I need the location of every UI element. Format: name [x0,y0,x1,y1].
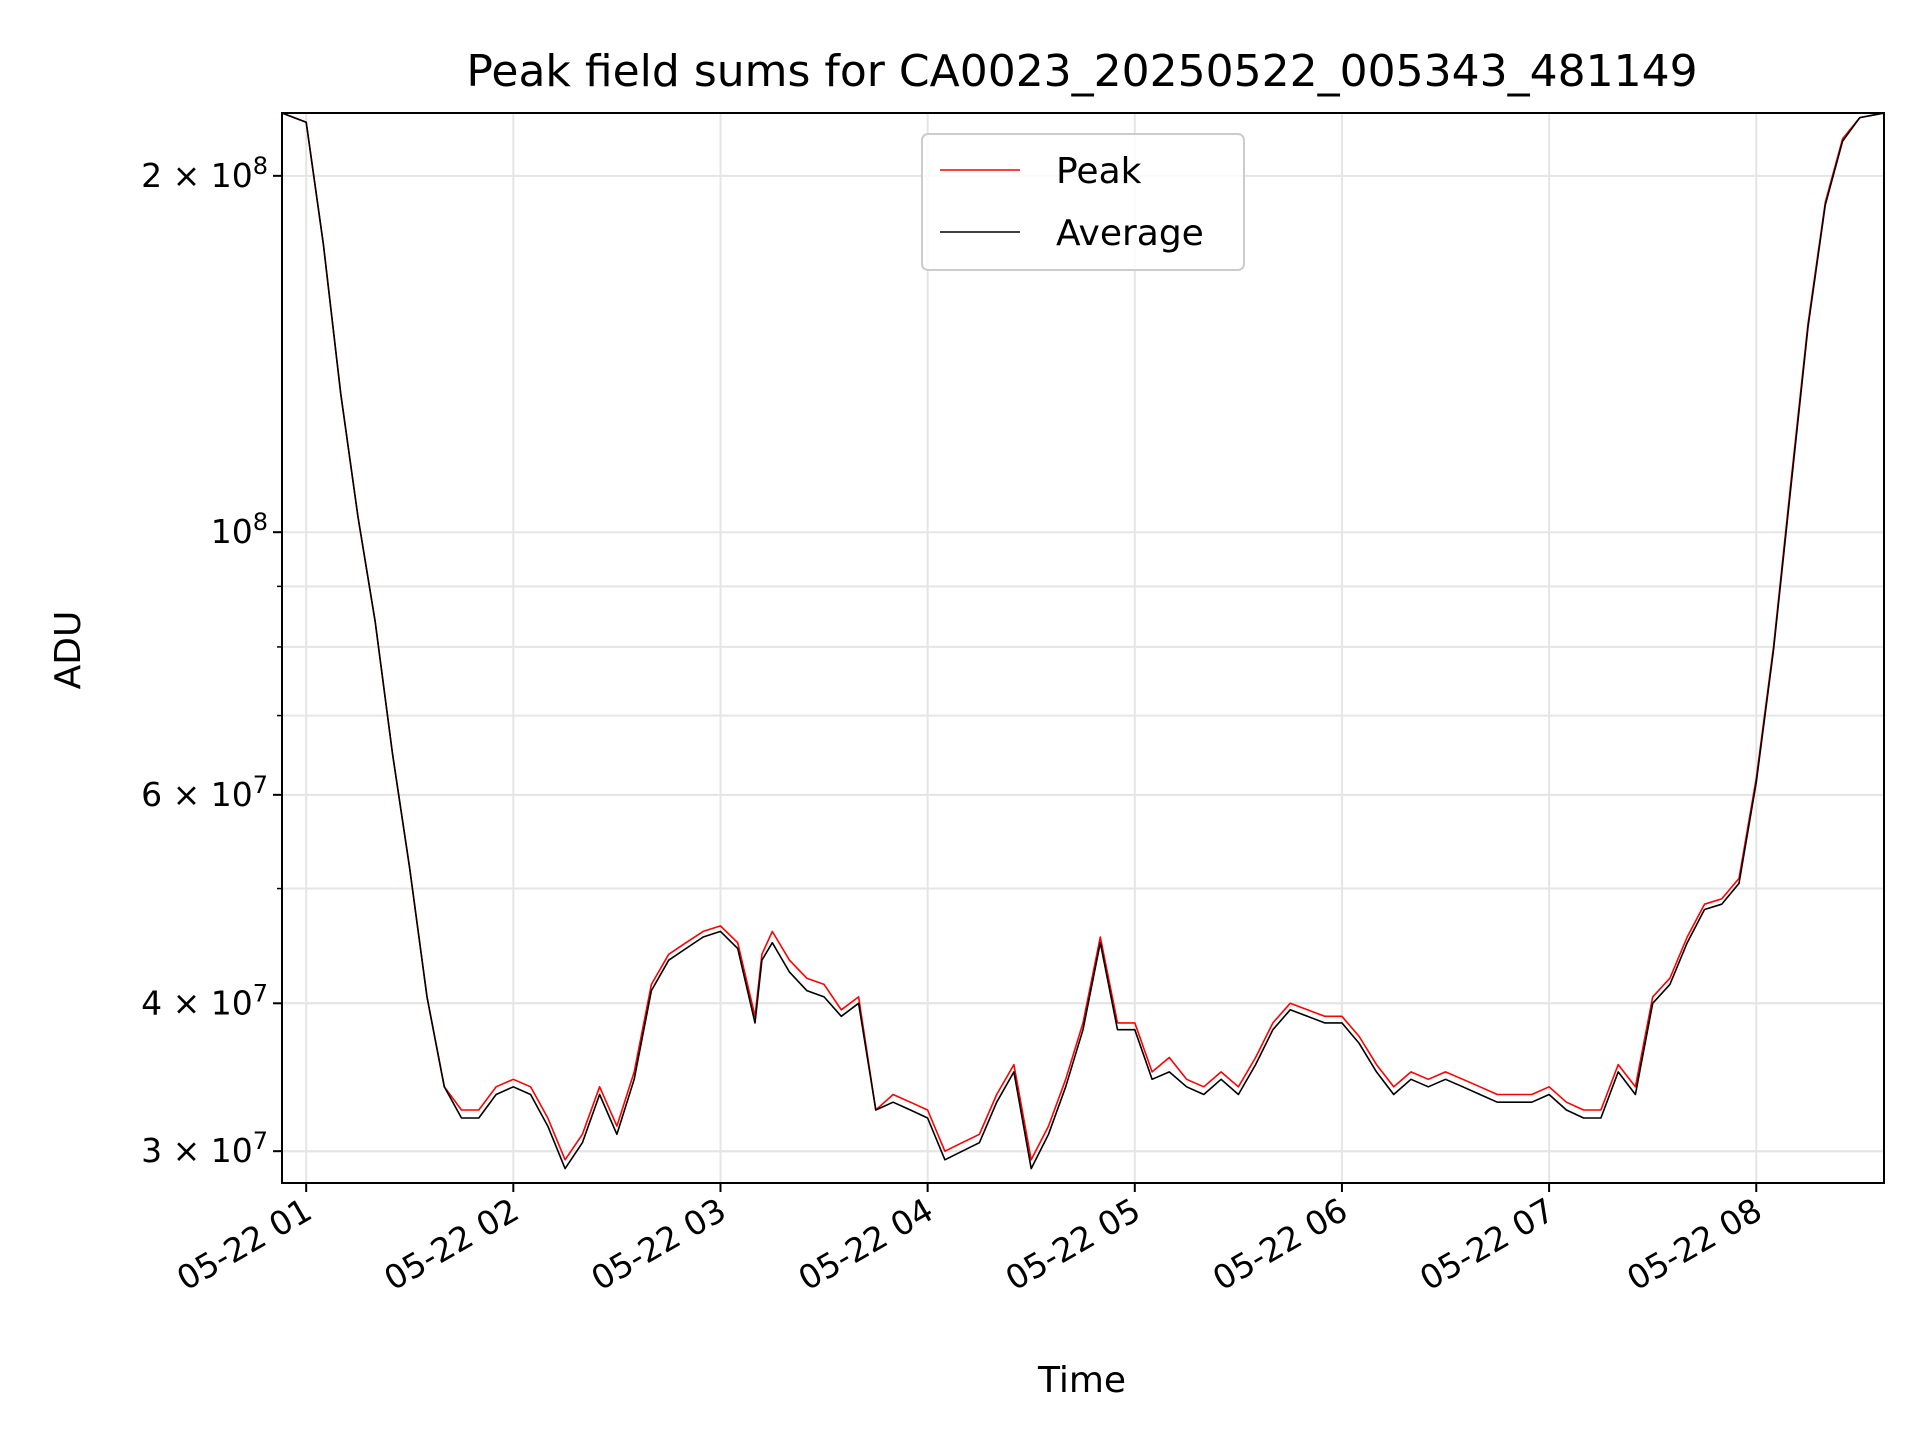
y-axis: 3 × 107 4 × 107 6 × 107 108 2 × 108 [141,152,282,1170]
y-axis-label: ADU [48,611,89,690]
plot-frame [281,112,1885,1184]
legend-box [921,133,1245,271]
y-tick-label: 4 × 107 [141,979,268,1022]
legend-label: Average [1056,213,1204,254]
y-tick-label: 108 [211,508,268,551]
grid [282,113,1884,1183]
y-tick-label: 2 × 108 [141,152,268,195]
series-line-peak [282,113,1884,1161]
y-tick-label: 3 × 107 [141,1127,268,1170]
y-tick-label: 6 × 107 [141,771,268,814]
chart-title: Peak field sums for CA0023_20250522_0053… [466,46,1697,97]
legend: Peak Average [921,133,1245,271]
legend-label: Peak [1056,151,1142,192]
series-layer [282,113,1884,1170]
series-line-average [282,113,1884,1170]
x-axis-label: Time [1037,1360,1126,1401]
